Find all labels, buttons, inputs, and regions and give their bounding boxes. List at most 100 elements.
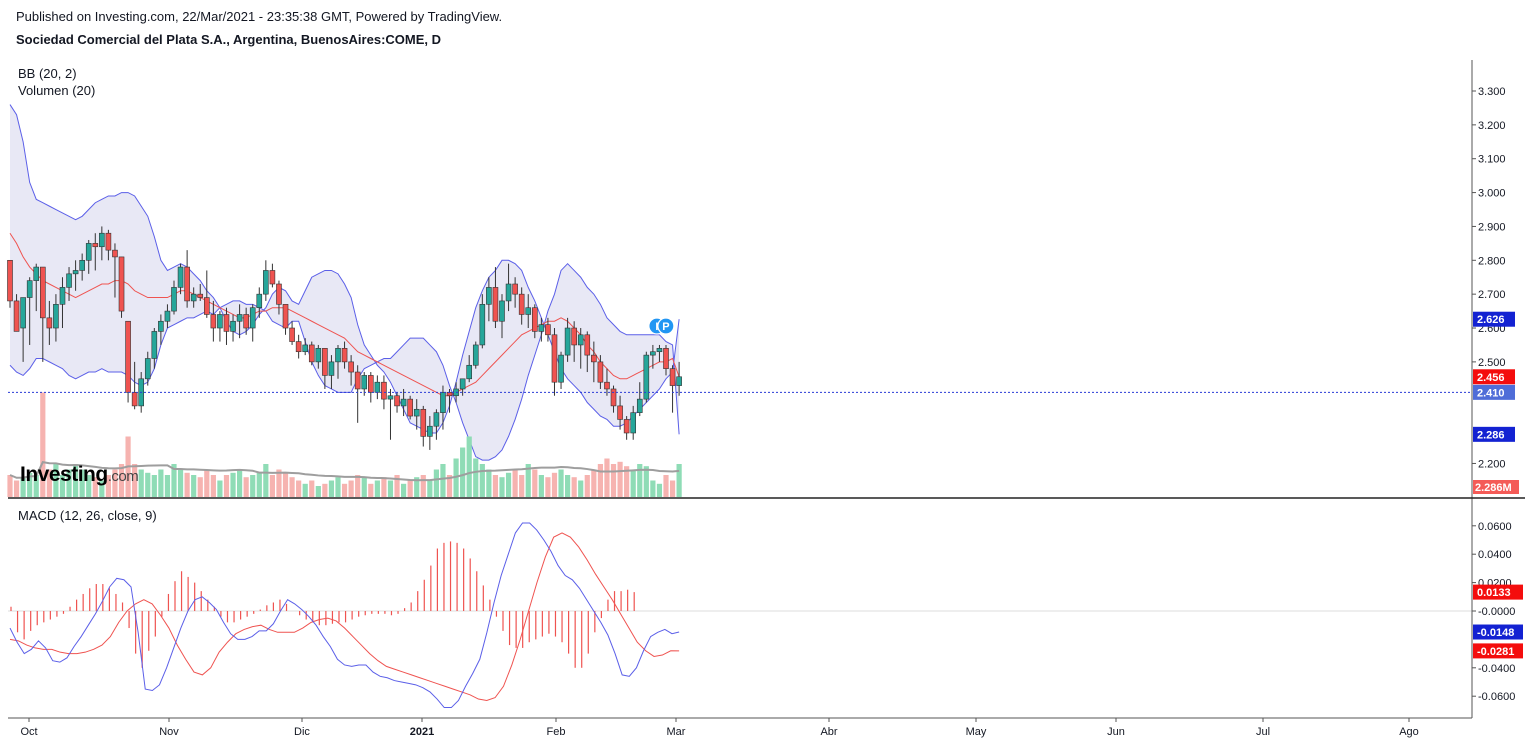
candle (295, 334, 302, 359)
macd-badge-label: -0.0148 (1477, 627, 1514, 639)
volume-bar (217, 480, 223, 497)
candle-body (33, 266, 40, 281)
candle (230, 314, 236, 342)
candle (663, 344, 669, 376)
price-badge-label: 2.456 (1477, 372, 1505, 384)
macd-pane (8, 522, 1472, 709)
volume-bar (73, 464, 79, 497)
volume-bar (414, 477, 420, 497)
volume-bar (466, 436, 472, 497)
candle-body (440, 392, 446, 413)
volume-bar (433, 469, 439, 497)
volume-bar (33, 475, 39, 497)
candle (217, 311, 223, 342)
event-marker-label: P (662, 321, 669, 333)
candle-body (558, 354, 564, 383)
volume-bar (505, 472, 512, 497)
time-axis-label: Jul (1256, 726, 1270, 738)
candle (92, 233, 99, 271)
candle-body (85, 243, 92, 261)
candle (236, 304, 243, 339)
time-axis-label: Jun (1107, 726, 1125, 738)
candle-body (545, 324, 551, 336)
candle-body (584, 334, 591, 356)
candle-body (348, 361, 354, 373)
volume-bar (427, 480, 433, 497)
candle (276, 280, 282, 315)
candle (459, 378, 466, 396)
candle (387, 388, 394, 440)
candle-body (13, 300, 20, 332)
volume-bar (237, 469, 243, 497)
candle (190, 287, 197, 308)
candle (341, 341, 348, 369)
volume-bar (348, 480, 354, 497)
candle (623, 416, 630, 440)
candle (571, 321, 577, 362)
candle-body (381, 381, 387, 400)
volume-indicator-label[interactable]: Volumen (20) (18, 83, 96, 98)
candle-body (459, 378, 466, 390)
investing-logo: Investing.com (20, 463, 139, 486)
candle (144, 351, 151, 386)
candle-body (617, 405, 623, 420)
volume-bar (656, 483, 663, 497)
candle-body (420, 408, 427, 437)
volume-bar (341, 483, 348, 497)
price-tick-label: 2.200 (1478, 458, 1506, 470)
candle (302, 338, 309, 356)
volume-bar (315, 486, 321, 497)
candle-body (223, 314, 230, 332)
candle-body (236, 314, 243, 322)
volume-bar (669, 480, 676, 497)
bb-indicator-label[interactable]: BB (20, 2) (18, 66, 77, 81)
volume-bar (578, 480, 584, 497)
time-axis-label: Nov (159, 726, 179, 738)
candle-body (427, 425, 433, 437)
published-line: Published on Investing.com, 22/Mar/2021 … (16, 9, 503, 24)
macd-line (9, 522, 680, 709)
time-axis-label: Mar (667, 726, 686, 738)
candle-body (591, 354, 597, 363)
volume-bar (446, 475, 453, 497)
volume-bar (387, 480, 394, 497)
macd-badge-label: 0.0133 (1477, 587, 1511, 599)
volume-bar (584, 475, 590, 497)
candle (643, 351, 650, 403)
candle-body (92, 243, 99, 248)
candle (413, 399, 420, 430)
candle-body (190, 293, 197, 302)
candle (210, 300, 217, 342)
volume-bar (40, 392, 46, 497)
candle (472, 341, 479, 369)
candle-body (276, 283, 282, 305)
event-marker (657, 317, 675, 335)
candle (617, 395, 623, 430)
volume-bar (610, 464, 617, 497)
candle-body (597, 361, 604, 383)
candle (400, 388, 407, 417)
volume-bar (210, 475, 216, 497)
volume-bar (164, 475, 171, 497)
candle-body (66, 273, 72, 288)
volume-bar (223, 475, 230, 497)
volume-bar (551, 472, 558, 497)
candle-body (374, 381, 381, 393)
candle (538, 317, 545, 342)
candle-body (105, 232, 112, 251)
candle-body (571, 327, 577, 346)
volume-bar (151, 475, 157, 497)
volume-bar (243, 477, 249, 497)
volume-bar (328, 480, 335, 497)
price-badges: 2.626 2.456 2.410 2.286 2.286M 0.0133 -0.0148 -… (1473, 311, 1523, 659)
price-tick-label: 3.000 (1478, 188, 1506, 200)
candle-body (367, 375, 374, 393)
candle (630, 405, 637, 440)
volume-bar (532, 469, 538, 497)
macd-indicator-label[interactable]: MACD (12, 26, close, 9) (18, 508, 157, 523)
candle (99, 226, 105, 261)
candle (66, 267, 72, 301)
candle-body (7, 259, 13, 302)
volume-bar (269, 475, 275, 497)
